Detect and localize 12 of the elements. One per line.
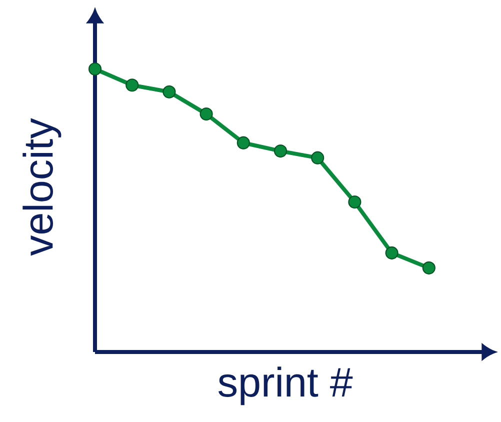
point — [311, 151, 324, 164]
point — [162, 85, 176, 98]
point — [348, 195, 362, 209]
x-axis-title: sprint # — [218, 366, 353, 406]
point — [200, 107, 213, 121]
point — [88, 62, 102, 76]
point — [422, 261, 436, 274]
point — [274, 144, 288, 158]
point — [126, 78, 139, 92]
y-axis-title: velocity — [22, 118, 62, 256]
point — [236, 136, 250, 150]
point — [385, 246, 398, 260]
